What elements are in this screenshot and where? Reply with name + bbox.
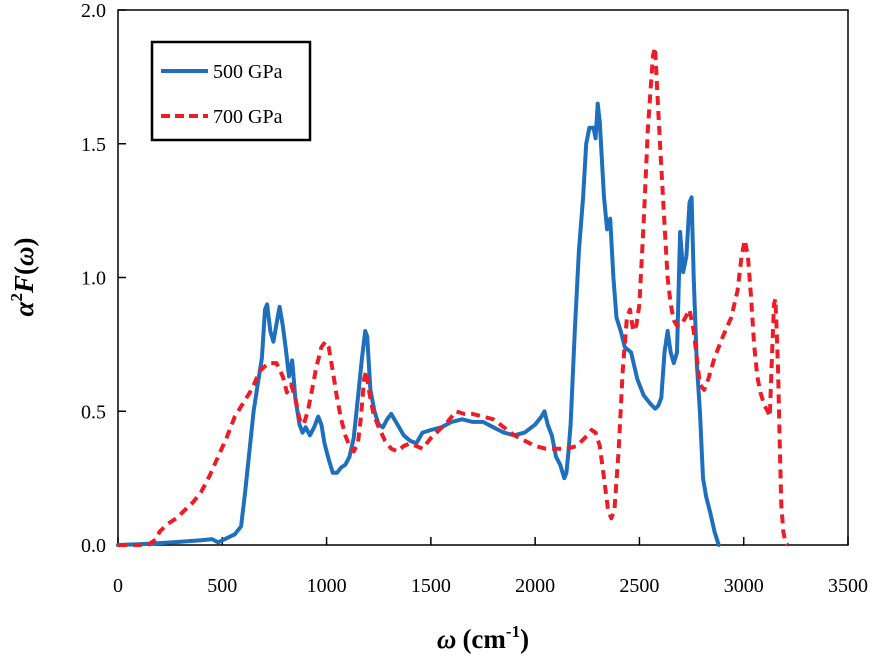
x-axis: 0 500 1000 1500 2000 2500 3000 3500 xyxy=(113,537,868,597)
legend-label-500gpa: 500 GPa xyxy=(213,61,283,83)
y-tick-label-4: 2.0 xyxy=(81,0,106,22)
y-tick-label-1: 0.5 xyxy=(81,401,106,423)
y-axis-func: F xyxy=(9,275,39,294)
x-tick-label-2: 1000 xyxy=(307,575,347,597)
x-axis-unit: (cm xyxy=(462,624,506,654)
series-layer xyxy=(116,45,790,547)
y-axis-arg: ω xyxy=(9,247,39,267)
x-tick-label-4: 2000 xyxy=(515,575,555,597)
x-tick-label-5: 2500 xyxy=(619,575,659,597)
y-axis-close-paren: ) xyxy=(9,238,39,247)
x-tick-label-7: 3500 xyxy=(828,575,868,597)
series-line-500-gpa xyxy=(116,101,721,547)
series-line-700-gpa xyxy=(118,45,790,547)
legend-box xyxy=(150,40,312,142)
legend-label-700gpa: 700 GPa xyxy=(213,106,283,128)
y-axis-open-paren: ( xyxy=(9,266,39,275)
y-tick-label-0: 0.0 xyxy=(81,535,106,557)
x-axis-unit-exponent: -1 xyxy=(506,622,520,641)
y-axis: 0.0 0.5 1.0 1.5 2.0 xyxy=(81,0,126,557)
x-axis-title: ω (cm-1) xyxy=(437,622,529,654)
x-tick-label-1: 500 xyxy=(207,575,237,597)
x-tick-label-0: 0 xyxy=(113,575,123,597)
x-axis-symbol: ω xyxy=(437,624,457,654)
x-tick-label-6: 3000 xyxy=(724,575,764,597)
legend: 500 GPa 700 GPa xyxy=(150,40,312,142)
y-axis-exponent: 2 xyxy=(7,293,26,302)
y-axis-alpha: α xyxy=(9,300,39,316)
x-tick-label-3: 1500 xyxy=(411,575,451,597)
y-axis-title: α2F(ω) xyxy=(7,238,39,317)
x-axis-unit-close: ) xyxy=(520,624,529,654)
y-tick-label-2: 1.0 xyxy=(81,268,106,290)
y-tick-label-3: 1.5 xyxy=(81,134,106,156)
